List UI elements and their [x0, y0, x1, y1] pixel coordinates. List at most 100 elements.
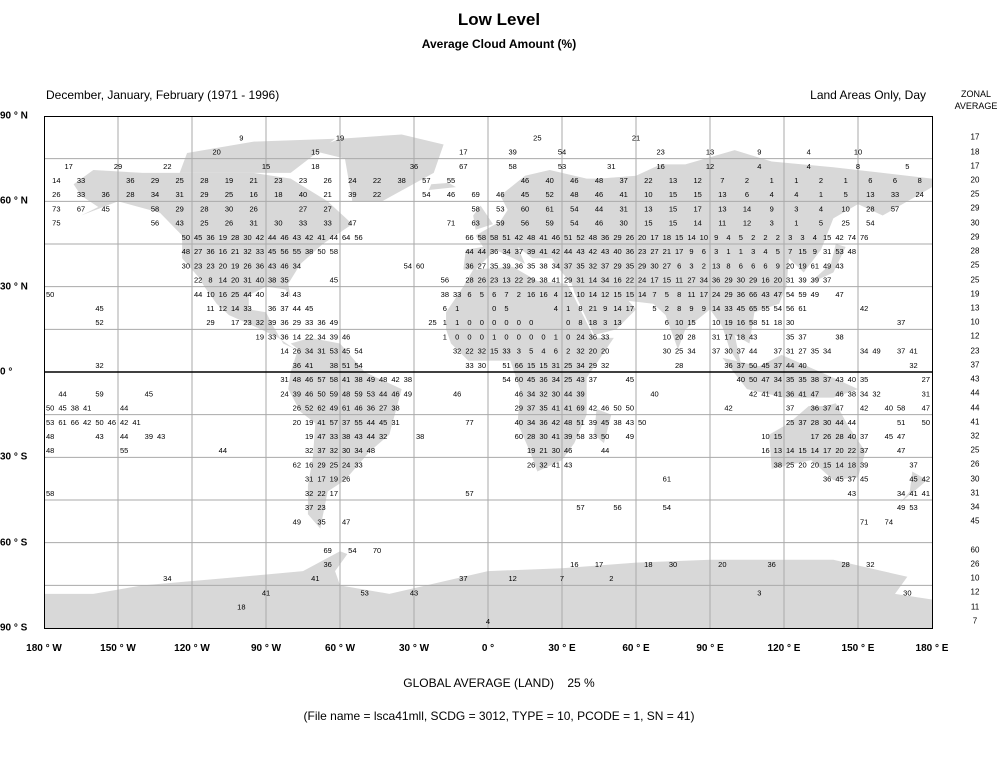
cell-value: 43	[749, 332, 757, 341]
latitude-label: 60 ° S	[0, 537, 28, 549]
cell-value: 36	[465, 261, 473, 270]
cell-value: 44	[595, 204, 603, 213]
cell-value: 34	[552, 375, 560, 384]
cell-value: 10	[841, 204, 849, 213]
cell-value: 35	[576, 261, 584, 270]
cell-value: 29	[749, 276, 757, 285]
cell-value: 7	[652, 290, 656, 299]
cell-value: 39	[348, 190, 356, 199]
cell-value: 32	[866, 560, 874, 569]
cell-value: 38	[71, 404, 79, 413]
cell-value: 1	[443, 318, 447, 327]
cell-value: 31	[317, 347, 325, 356]
cell-value: 27	[650, 247, 658, 256]
cell-value: 30	[552, 389, 560, 398]
cell-value: 39	[576, 389, 584, 398]
cell-value: 37	[619, 176, 627, 185]
global-average: GLOBAL AVERAGE (LAND) 25 %	[0, 676, 998, 690]
cell-value: 33	[589, 432, 597, 441]
cell-value: 50	[46, 404, 54, 413]
zonal-average-header: ZONAL AVERAGE	[950, 88, 998, 112]
cell-value: 9	[757, 148, 761, 157]
cell-value: 56	[280, 247, 288, 256]
zonal-average-value: 30	[970, 474, 980, 484]
cell-value: 21	[632, 133, 640, 142]
longitude-label: 180 ° E	[915, 643, 949, 654]
cell-value: 10	[576, 290, 584, 299]
longitude-label: 60 ° W	[324, 643, 356, 654]
cell-value: 25	[330, 460, 338, 469]
cell-value: 29	[175, 204, 183, 213]
zonal-average-value: 13	[970, 303, 980, 313]
cell-value: 8	[856, 162, 860, 171]
cell-value: 37	[564, 261, 572, 270]
cell-value: 36	[712, 276, 720, 285]
cell-value: 33	[77, 190, 85, 199]
cell-value: 15	[693, 190, 701, 199]
cell-value: 13	[613, 318, 621, 327]
cell-value: 42	[552, 247, 560, 256]
cell-value: 49	[823, 261, 831, 270]
cell-value: 2	[609, 574, 613, 583]
longitude-label: 150 ° E	[841, 643, 875, 654]
cell-value: 43	[576, 247, 584, 256]
cell-value: 38	[613, 418, 621, 427]
cell-value: 44	[367, 418, 375, 427]
cell-value: 17	[459, 148, 467, 157]
cell-value: 17	[675, 247, 683, 256]
cell-value: 41	[798, 389, 806, 398]
cell-value: 43	[835, 375, 843, 384]
cell-value: 69	[576, 404, 584, 413]
latitude-label: 30 ° S	[0, 451, 28, 463]
cell-value: 53	[330, 347, 338, 356]
cell-value: 46	[552, 233, 560, 242]
cell-value: 61	[663, 475, 671, 484]
cell-value: 47	[835, 404, 843, 413]
cell-value: 15	[262, 162, 270, 171]
cell-value: 36	[367, 404, 375, 413]
cell-value: 17	[823, 446, 831, 455]
cell-value: 14	[293, 332, 301, 341]
cell-value: 45	[527, 375, 535, 384]
zonal-average-value: 32	[970, 431, 980, 441]
cell-value: 45	[601, 418, 609, 427]
cell-value: 15	[675, 233, 683, 242]
cell-value: 42	[835, 233, 843, 242]
cell-value: 31	[607, 162, 615, 171]
cell-value: 0	[541, 332, 545, 341]
cell-value: 53	[558, 162, 566, 171]
cell-value: 36	[539, 418, 547, 427]
cell-value: 36	[280, 332, 288, 341]
zonal-average-value: 31	[970, 488, 980, 498]
cell-value: 43	[564, 460, 572, 469]
cell-value: 53	[46, 418, 54, 427]
cell-value: 52	[576, 233, 584, 242]
cell-value: 46	[521, 176, 529, 185]
cell-value: 38	[835, 332, 843, 341]
cell-value: 17	[650, 233, 658, 242]
cell-value: 5	[480, 290, 484, 299]
cell-value: 13	[718, 190, 726, 199]
cell-value: 74	[848, 233, 856, 242]
cell-value: 35	[317, 517, 325, 526]
cell-value: 5	[665, 290, 669, 299]
cell-value: 30	[225, 204, 233, 213]
cell-value: 16	[219, 247, 227, 256]
cell-value: 38	[354, 375, 362, 384]
cell-value: 31	[712, 332, 720, 341]
cell-value: 40	[848, 375, 856, 384]
landmass-maritime-asia	[722, 354, 858, 398]
cell-value: 43	[157, 432, 165, 441]
cell-value: 58	[897, 404, 905, 413]
cell-value: 6	[665, 318, 669, 327]
zonal-average-value: 41	[970, 417, 980, 427]
cell-value: 53	[360, 588, 368, 597]
cell-value: 44	[219, 446, 227, 455]
cell-value: 36	[626, 247, 634, 256]
cell-value: 17	[650, 276, 658, 285]
cell-value: 59	[545, 219, 553, 228]
cell-value: 3	[689, 261, 693, 270]
cell-value: 26	[823, 432, 831, 441]
cell-value: 44	[478, 247, 486, 256]
cell-value: 24	[342, 460, 350, 469]
